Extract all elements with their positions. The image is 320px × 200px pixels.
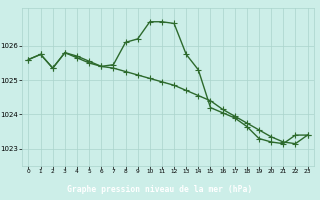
Text: Graphe pression niveau de la mer (hPa): Graphe pression niveau de la mer (hPa) bbox=[68, 185, 252, 194]
